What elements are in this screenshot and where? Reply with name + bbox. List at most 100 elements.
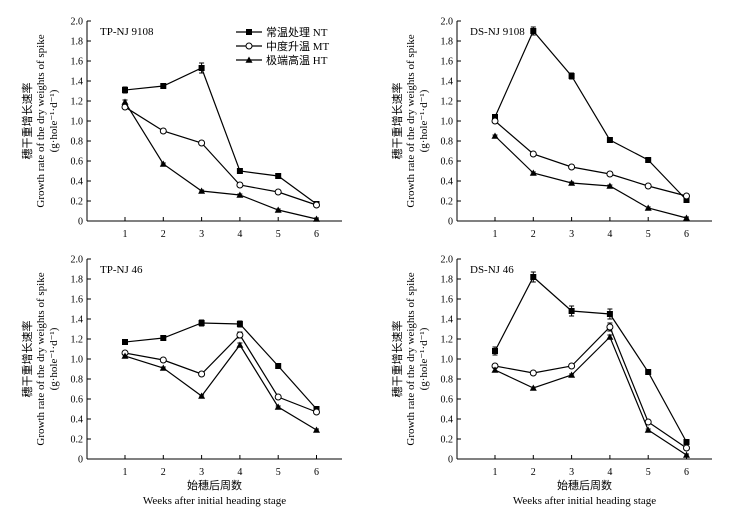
data-point-triangle <box>683 451 690 458</box>
data-point-square <box>198 320 205 326</box>
series-triangle <box>121 98 320 222</box>
y-tick-label: 0 <box>78 455 83 466</box>
legend-marker-circle <box>245 42 253 50</box>
data-point-square <box>645 157 652 163</box>
y-tick-label: 0.2 <box>441 197 454 208</box>
data-point-triangle <box>644 204 652 211</box>
x-axis-label-en: Weeks after initial heading stage <box>143 495 286 507</box>
x-tick-label: 4 <box>237 467 242 478</box>
data-point-square <box>198 65 205 71</box>
data-point-triangle <box>529 384 537 391</box>
y-tick-label: 0.8 <box>71 375 84 386</box>
chart-panel-4: 0 0.2 0.4 0.6 0.8 1.0 1.2 1.4 1.6 1.8 2.0 1 2 3 4 5 6 DS-… <box>390 255 712 507</box>
y-tick-label: 0.2 <box>71 197 84 208</box>
series-square <box>492 271 690 445</box>
x-tick-label: 3 <box>199 229 204 240</box>
series-line <box>124 101 317 220</box>
series-line <box>494 276 688 443</box>
x-axis-label-cn: 始穗后周数 <box>187 478 242 492</box>
y-tick-label: 0.6 <box>441 157 454 168</box>
x-tick-label: 2 <box>531 229 536 240</box>
legend-label: 极端高温 HT <box>266 53 328 67</box>
series-line <box>494 335 687 456</box>
data-point-circle <box>274 393 282 401</box>
y-tick-label: 1.6 <box>71 57 84 68</box>
data-point-circle <box>568 362 576 370</box>
data-point-triangle <box>491 366 499 373</box>
data-point-circle <box>606 170 614 178</box>
y-tick-label: 2.0 <box>441 255 454 266</box>
y-axis-label-unit: (g·hole⁻¹·d⁻¹) <box>48 327 60 390</box>
series-line <box>124 334 317 413</box>
data-point-circle <box>236 181 244 189</box>
y-axis-label-cn: 穗干重增长速率 <box>390 83 404 160</box>
x-tick-label: 3 <box>569 467 574 478</box>
y-tick-label: 1.8 <box>441 37 454 48</box>
series-line <box>124 322 317 410</box>
data-point-triangle <box>274 403 282 410</box>
data-point-square <box>683 197 690 203</box>
data-point-triangle <box>236 341 244 348</box>
x-tick-label: 4 <box>607 467 612 478</box>
x-tick-label: 1 <box>493 229 498 240</box>
series-line <box>494 325 687 449</box>
panel-title: DS-NJ 9108 <box>470 26 525 38</box>
y-tick-label: 0.4 <box>71 177 84 188</box>
y-tick-label: 0.6 <box>441 395 454 406</box>
data-point-square <box>530 274 537 280</box>
y-tick-label: 2.0 <box>71 17 84 28</box>
data-point-square <box>275 173 282 179</box>
x-tick-label: 5 <box>276 229 281 240</box>
x-axis-label-cn: 始穗后周数 <box>557 478 612 492</box>
y-axis-label-unit: (g·hole⁻¹·d⁻¹) <box>418 327 430 390</box>
y-tick-label: 0.8 <box>441 375 454 386</box>
x-tick-label: 2 <box>161 229 166 240</box>
data-point-triangle <box>683 214 690 221</box>
x-tick-label: 1 <box>123 467 128 478</box>
series-circle <box>491 322 690 452</box>
x-tick-label: 6 <box>314 229 319 240</box>
x-tick-label: 6 <box>314 467 319 478</box>
y-axis-label-cn: 穗干重增长速率 <box>20 83 34 160</box>
data-point-square <box>568 308 575 314</box>
data-point-square <box>683 439 690 445</box>
data-point-square <box>645 369 652 375</box>
data-point-square <box>606 137 613 143</box>
series-line <box>124 343 317 431</box>
series-triangle <box>121 341 320 433</box>
data-point-square <box>236 168 243 174</box>
y-tick-label: 0.4 <box>441 415 454 426</box>
x-tick-label: 3 <box>199 467 204 478</box>
chart-panel-3: 0 0.2 0.4 0.6 0.8 1.0 1.2 1.4 1.6 1.8 2.0 1 2 3 4 5 6 TP-… <box>20 255 342 507</box>
y-axis-label-en: Growth rate of the dry weights of spike <box>405 272 417 445</box>
data-point-triangle <box>529 169 537 176</box>
y-tick-label: 1.0 <box>71 117 84 128</box>
y-tick-label: 1.6 <box>441 57 454 68</box>
data-point-triangle <box>568 371 576 378</box>
series-circle <box>491 117 690 200</box>
y-tick-label: 1.4 <box>71 315 84 326</box>
data-point-square <box>236 321 243 327</box>
x-tick-label: 1 <box>493 467 498 478</box>
data-point-triangle <box>198 392 206 399</box>
y-tick-label: 1.0 <box>441 355 454 366</box>
data-point-circle <box>198 370 206 378</box>
x-tick-label: 3 <box>569 229 574 240</box>
x-tick-label: 1 <box>123 229 128 240</box>
data-point-triangle <box>606 333 614 340</box>
data-point-square <box>122 339 128 345</box>
x-tick-label: 2 <box>161 467 166 478</box>
y-axis-label-en: Growth rate of the dry weights of spike <box>405 34 417 207</box>
legend-marker-square <box>246 29 252 35</box>
panel-title: TP-NJ 46 <box>100 264 143 276</box>
data-point-circle <box>568 163 576 171</box>
data-point-circle <box>159 127 167 135</box>
data-point-square <box>568 73 575 79</box>
y-tick-label: 1.2 <box>441 97 454 108</box>
y-tick-label: 0 <box>448 455 453 466</box>
series-line <box>124 67 317 205</box>
y-tick-label: 1.2 <box>71 97 84 108</box>
y-tick-label: 0.8 <box>441 137 454 148</box>
